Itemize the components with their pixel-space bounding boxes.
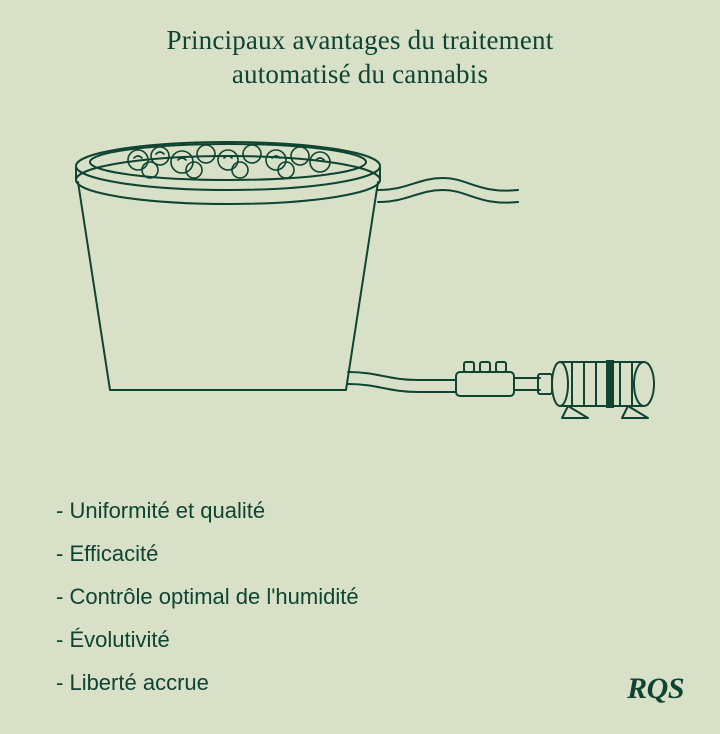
- list-item: Contrôle optimal de l'humidité: [56, 576, 359, 619]
- advantages-list: Uniformité et qualité Efficacité Contrôl…: [56, 490, 359, 704]
- list-item: Liberté accrue: [56, 662, 359, 705]
- title-line-2: automatisé du cannabis: [232, 59, 488, 89]
- list-item: Efficacité: [56, 533, 359, 576]
- rqs-logo: RQS: [627, 672, 684, 706]
- page-title: Principaux avantages du traitement autom…: [0, 24, 720, 92]
- list-item: Uniformité et qualité: [56, 490, 359, 533]
- bucket-pump-illustration: [48, 120, 672, 440]
- infographic-canvas: Principaux avantages du traitement autom…: [0, 0, 720, 734]
- list-item: Évolutivité: [56, 619, 359, 662]
- title-line-1: Principaux avantages du traitement: [167, 25, 554, 55]
